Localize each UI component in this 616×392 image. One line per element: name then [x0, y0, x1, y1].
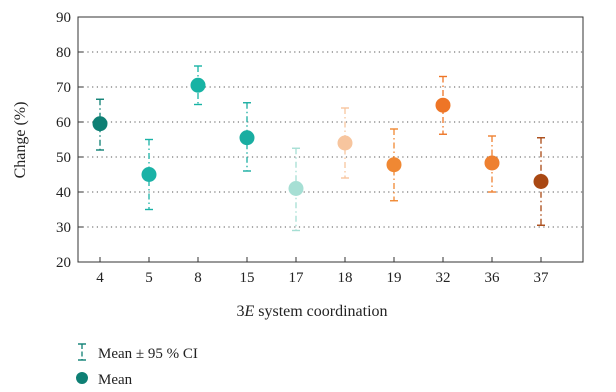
y-tick-label: 50	[56, 150, 71, 166]
y-tick-label: 90	[56, 10, 71, 26]
mean-point-37	[533, 174, 549, 189]
mean-point-18	[337, 135, 353, 151]
x-tick-label: 5	[145, 270, 153, 286]
y-tick-label: 70	[56, 80, 71, 96]
error-bar-15	[243, 102, 251, 172]
mean-point-36	[484, 155, 500, 171]
error-bar-5	[145, 138, 153, 211]
x-tick-label: 8	[194, 270, 202, 286]
error-bar-4	[96, 98, 104, 151]
plot-area	[77, 16, 584, 263]
mean-point-17	[288, 181, 304, 196]
y-axis: 20 30 40 50 60 70 80 90	[56, 10, 83, 271]
legend-ci-symbol	[78, 343, 86, 361]
grid-lines	[78, 51, 583, 228]
series-points	[92, 65, 549, 232]
x-tick-label: 37	[534, 270, 550, 286]
y-tick-label: 60	[56, 115, 71, 131]
y-axis-label: Change (%)	[12, 102, 29, 179]
mean-point-4	[92, 116, 108, 132]
mean-point-32	[435, 97, 451, 113]
x-tick-label: 17	[289, 270, 305, 286]
mean-point-5	[141, 167, 157, 182]
legend-label-ci: Mean ± 95 % CI	[98, 346, 198, 362]
x-tick-label: 18	[338, 270, 353, 286]
error-bar-18	[341, 107, 349, 179]
y-tick-label: 30	[56, 220, 71, 236]
legend-label-mean: Mean	[98, 372, 133, 388]
y-tick-label: 20	[56, 255, 71, 271]
x-tick-label: 36	[485, 270, 501, 286]
y-tick-label: 80	[56, 45, 71, 61]
x-tick-label: 4	[96, 270, 104, 286]
x-tick-label: 15	[240, 270, 255, 286]
legend: Mean ± 95 % CI Mean	[76, 343, 198, 388]
x-tick-label: 32	[436, 270, 451, 286]
mean-point-15	[239, 130, 255, 146]
error-bar-19	[390, 128, 398, 202]
y-tick-label: 40	[56, 185, 71, 201]
x-axis-label: 3E system coordination	[236, 303, 387, 320]
mean-point-8	[190, 77, 206, 93]
mean-point-19	[386, 157, 402, 173]
x-tick-label: 19	[387, 270, 402, 286]
legend-mean-symbol	[76, 372, 88, 384]
x-axis: 4 5 8 15 17 18 19 32 36 37	[96, 257, 549, 286]
